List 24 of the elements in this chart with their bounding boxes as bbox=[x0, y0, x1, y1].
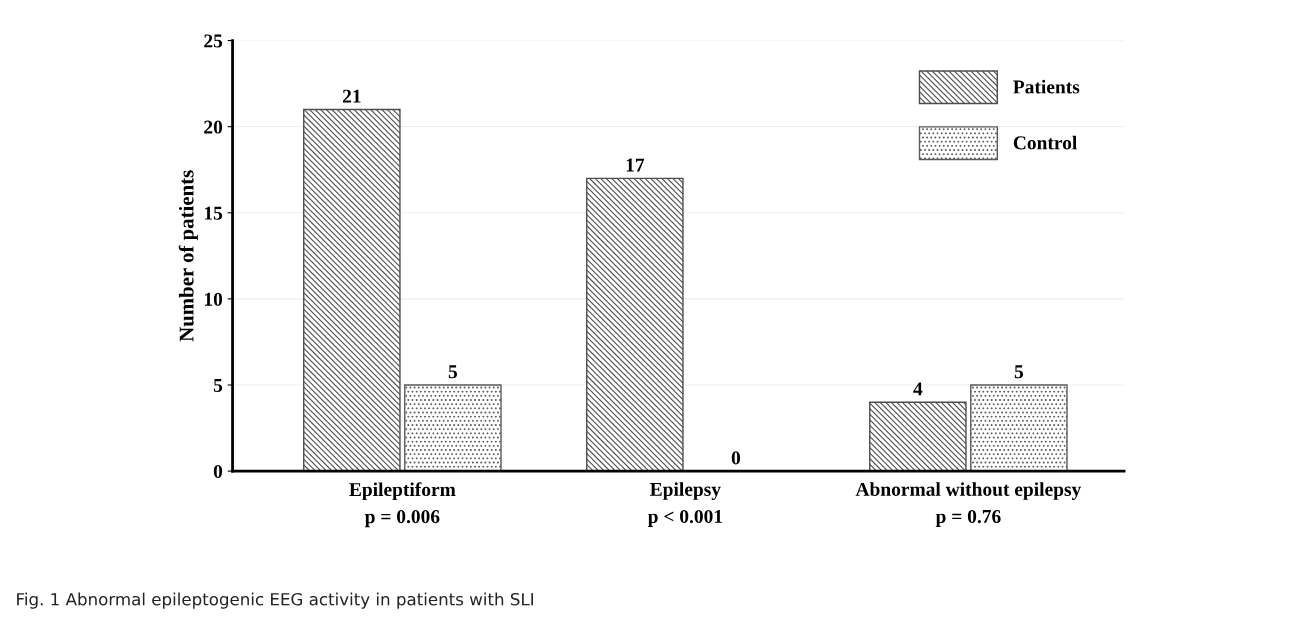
x-tick-label: Abnormal without epilepsy p = 0.76 bbox=[855, 482, 1082, 527]
y-tick-label: 10 bbox=[204, 292, 223, 306]
x-tick-label: Epilepsy p < 0.001 bbox=[647, 482, 723, 527]
y-tick-label: 20 bbox=[204, 120, 223, 134]
bar bbox=[970, 384, 1068, 472]
y-tick-label: 5 bbox=[213, 379, 223, 392]
data-label: 21 bbox=[342, 89, 361, 103]
caption: Fig. 1 Abnormal epileptogenic EEG activity in patients with SLI bbox=[17, 592, 534, 609]
bar bbox=[303, 108, 401, 472]
y-axis-title: Number of patients bbox=[178, 170, 198, 342]
y-tick-label: 15 bbox=[204, 206, 223, 220]
bar bbox=[404, 384, 502, 472]
y-tick-label: 25 bbox=[204, 34, 223, 48]
x-tick-label: Epileptiform p = 0.006 bbox=[349, 482, 456, 528]
bar bbox=[869, 401, 967, 472]
legend-label: Control bbox=[1013, 135, 1077, 150]
data-label: 5 bbox=[448, 365, 458, 379]
y-tick-label: 0 bbox=[213, 464, 223, 479]
data-label: 17 bbox=[626, 158, 645, 172]
data-label: 0 bbox=[731, 451, 741, 465]
legend-label: Patients bbox=[1013, 79, 1080, 94]
data-label: 4 bbox=[913, 382, 923, 396]
bar bbox=[586, 177, 684, 472]
data-label: 5 bbox=[1014, 365, 1024, 379]
